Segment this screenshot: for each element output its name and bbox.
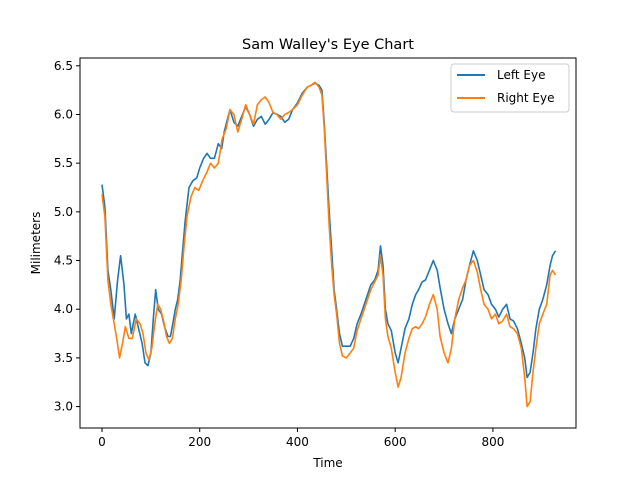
y-tick-label: 4.0: [54, 302, 73, 316]
y-tick-label: 5.5: [54, 156, 73, 170]
x-tick-label: 800: [481, 435, 504, 449]
y-tick-label: 6.0: [54, 107, 73, 121]
legend-label-left-eye: Left Eye: [497, 68, 545, 82]
x-tick-label: 400: [286, 435, 309, 449]
series-line-right-eye: [101, 81, 557, 408]
axis-ticks: 0 200 400 600 800 3.0 3.5 4.0 4.5 5.0 5.5 6.0 6.5: [54, 59, 504, 449]
chart-title: Sam Walley's Eye Chart: [242, 37, 414, 53]
legend: Left Eye Right Eye: [450, 63, 570, 113]
y-axis-label: Milimeters: [29, 212, 43, 275]
legend-label-right-eye: Right Eye: [497, 91, 554, 105]
y-tick-label: 3.5: [54, 351, 73, 365]
plot-area: [101, 81, 557, 408]
y-tick-label: 4.5: [54, 254, 73, 268]
x-tick-label: 600: [384, 435, 407, 449]
y-tick-label: 6.5: [54, 59, 73, 73]
y-tick-label: 5.0: [54, 205, 73, 219]
x-axis-label: Time: [312, 456, 342, 470]
axes-frame: [79, 57, 577, 429]
x-tick-label: 200: [188, 435, 211, 449]
y-tick-label: 3.0: [54, 400, 73, 414]
x-tick-label: 0: [98, 435, 106, 449]
